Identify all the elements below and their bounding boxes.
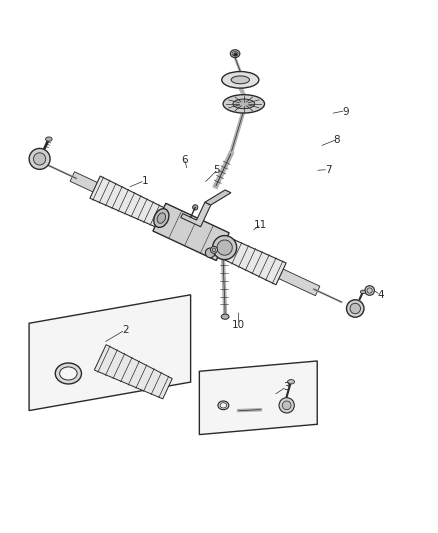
Polygon shape: [215, 236, 286, 285]
Polygon shape: [90, 176, 169, 229]
Ellipse shape: [365, 286, 374, 295]
Ellipse shape: [230, 50, 240, 58]
Polygon shape: [70, 172, 320, 296]
Text: 8: 8: [334, 135, 340, 145]
Ellipse shape: [157, 213, 166, 223]
Text: 6: 6: [181, 155, 187, 165]
Text: 4: 4: [377, 290, 384, 300]
Ellipse shape: [360, 290, 366, 294]
Text: 10: 10: [232, 320, 245, 330]
Ellipse shape: [222, 71, 259, 88]
Text: 2: 2: [122, 325, 128, 335]
Ellipse shape: [46, 137, 52, 141]
Ellipse shape: [346, 300, 364, 317]
Ellipse shape: [223, 95, 265, 113]
Polygon shape: [199, 361, 317, 434]
Text: 7: 7: [325, 165, 332, 175]
Ellipse shape: [231, 76, 250, 84]
Ellipse shape: [211, 246, 218, 253]
Ellipse shape: [213, 236, 237, 260]
Ellipse shape: [33, 153, 46, 165]
Polygon shape: [181, 202, 211, 227]
Ellipse shape: [283, 401, 291, 410]
Ellipse shape: [279, 398, 294, 413]
Ellipse shape: [154, 209, 169, 228]
Ellipse shape: [221, 314, 229, 319]
Text: 9: 9: [343, 107, 349, 117]
Ellipse shape: [55, 363, 81, 384]
Text: 11: 11: [254, 220, 267, 230]
Polygon shape: [29, 295, 191, 410]
Ellipse shape: [218, 401, 229, 410]
Ellipse shape: [350, 303, 360, 314]
Ellipse shape: [205, 248, 215, 257]
Text: 1: 1: [141, 176, 148, 187]
Polygon shape: [205, 190, 231, 205]
Ellipse shape: [29, 148, 50, 169]
Ellipse shape: [233, 99, 255, 109]
Ellipse shape: [60, 367, 77, 380]
Ellipse shape: [288, 379, 294, 384]
Text: 3: 3: [283, 382, 290, 392]
Ellipse shape: [217, 240, 232, 255]
Polygon shape: [94, 345, 172, 399]
Ellipse shape: [220, 403, 226, 408]
Ellipse shape: [193, 205, 198, 210]
Polygon shape: [153, 203, 229, 261]
Text: 5: 5: [213, 165, 220, 175]
